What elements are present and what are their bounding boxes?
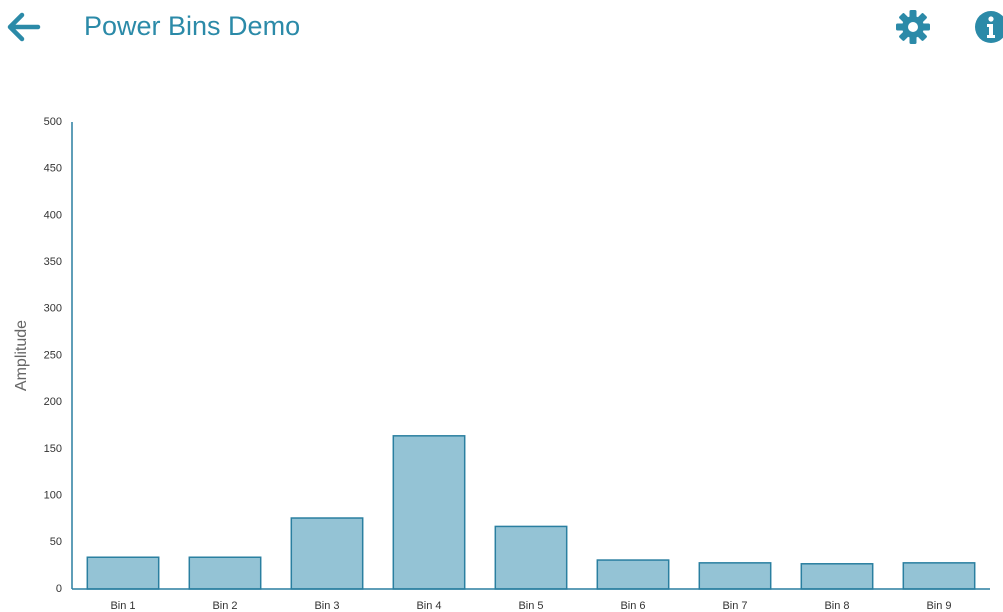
y-tick-label: 200: [44, 396, 62, 408]
bar: [392, 435, 466, 590]
x-tick-label: Bin 4: [416, 600, 441, 612]
bar: [494, 525, 568, 590]
x-tick-label: Bin 3: [314, 600, 339, 612]
y-tick-label: 0: [56, 583, 62, 595]
y-tick-label: 450: [44, 163, 62, 175]
x-tick-label: Bin 6: [620, 600, 645, 612]
x-tick-label: Bin 5: [518, 600, 543, 612]
info-button[interactable]: [975, 11, 1003, 43]
x-tick-label: Bin 2: [212, 600, 237, 612]
y-tick-label: 500: [44, 116, 62, 128]
y-tick-label: 150: [44, 443, 62, 455]
y-axis-label: Amplitude: [13, 320, 30, 391]
x-tick-label: Bin 7: [722, 600, 747, 612]
app-title: Power Bins Demo: [84, 11, 300, 41]
bar: [188, 556, 262, 590]
bar: [902, 562, 976, 590]
bar: [290, 517, 364, 590]
bar: [596, 559, 670, 590]
bar-chart: Amplitude 0 50 100 150 200 250 300 350 400 450 500 B…: [13, 116, 990, 612]
y-tick-label: 300: [44, 303, 62, 315]
y-tick-label: 350: [44, 256, 62, 268]
bar: [86, 556, 160, 590]
y-tick-label: 250: [44, 349, 62, 361]
y-tick-label: 50: [50, 536, 62, 548]
back-arrow-icon: [7, 12, 41, 42]
y-tick-label: 100: [44, 490, 62, 502]
back-button[interactable]: [7, 12, 41, 42]
gear-icon: [896, 10, 930, 44]
x-tick-label: Bin 8: [824, 600, 849, 612]
y-tick-label: 400: [44, 209, 62, 221]
settings-button[interactable]: [896, 10, 930, 44]
x-tick-label: Bin 9: [926, 600, 951, 612]
x-tick-label: Bin 1: [110, 600, 135, 612]
info-icon: [975, 11, 1003, 43]
bar: [698, 562, 772, 590]
bar: [800, 563, 874, 590]
